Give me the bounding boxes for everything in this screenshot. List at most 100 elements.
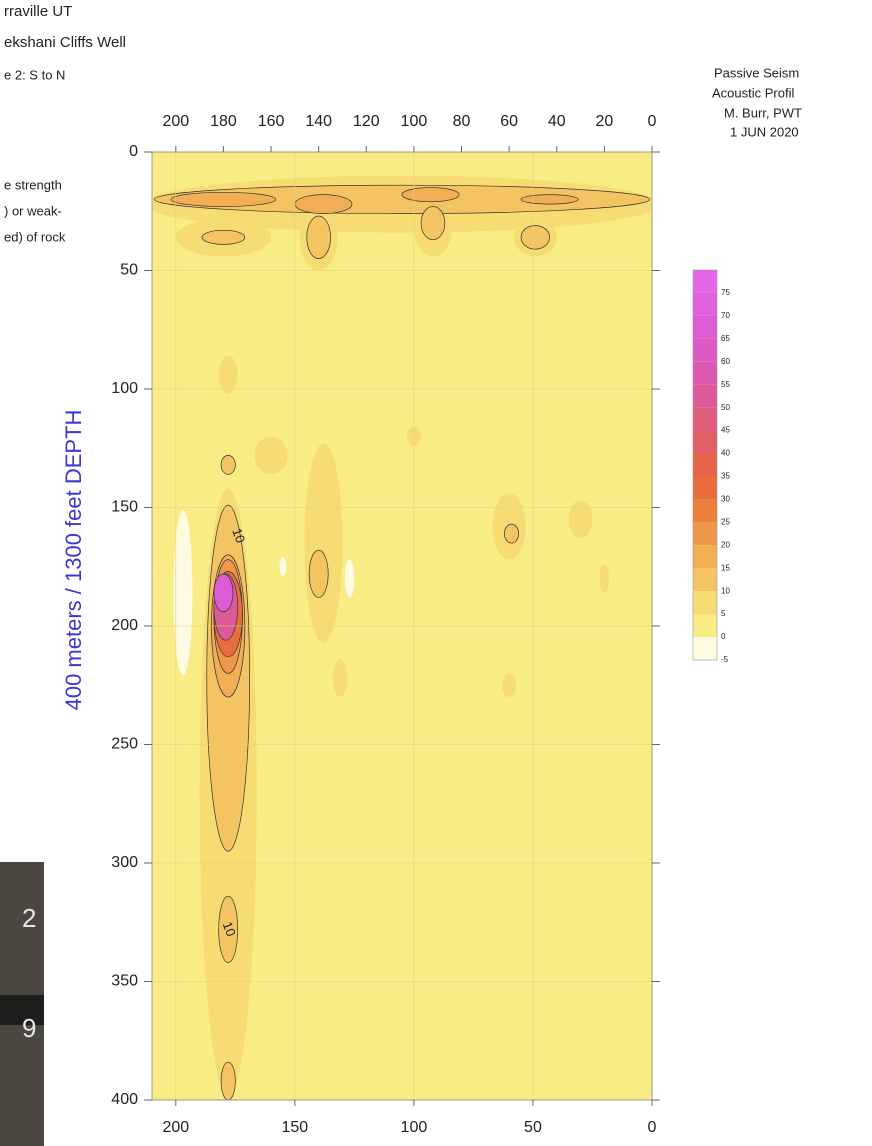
x-tick-label: 200	[162, 1119, 189, 1136]
colorbar-band	[693, 407, 717, 431]
contour-region	[420, 206, 446, 241]
contour-region	[218, 355, 238, 394]
colorbar-label: 10	[721, 586, 730, 595]
header-line: ekshani Cliffs Well	[4, 34, 126, 51]
x-top-tick-label: 100	[401, 113, 428, 130]
x-top-tick-label: 0	[648, 113, 657, 130]
x-top-tick-label: 120	[353, 113, 380, 130]
colorbar-label: 50	[721, 403, 730, 412]
contour-region	[308, 549, 329, 598]
colorbar-band	[693, 338, 717, 362]
x-top-tick-label: 40	[548, 113, 566, 130]
y-tick-label: 100	[111, 380, 138, 397]
contour-label: 10	[229, 526, 248, 545]
y-tick-label: 50	[120, 262, 138, 279]
credits: Passive Seism Acoustic Profil M. Burr, P…	[712, 65, 802, 139]
contour-region	[332, 659, 348, 698]
colorbar-label: 40	[721, 449, 730, 458]
legend-note-line: ed) of rock	[4, 229, 66, 244]
colorbar-band	[693, 591, 717, 615]
contour-region	[504, 523, 520, 544]
contour-region	[599, 564, 610, 593]
colorbar-label: 20	[721, 540, 730, 549]
contour-region	[502, 673, 517, 698]
x-tick-label: 100	[401, 1119, 428, 1136]
header-line: rraville UT	[4, 3, 72, 20]
photo-digit: 9	[22, 1013, 36, 1043]
contour-region	[218, 895, 239, 963]
x-tick-label: 150	[282, 1119, 309, 1136]
x-top-tick-label: 160	[258, 113, 285, 130]
credit-line: 1 JUN 2020	[730, 124, 799, 139]
y-tick-label: 400	[111, 1091, 138, 1108]
photo-strip: 2 9	[0, 862, 44, 1146]
contour-region	[520, 225, 550, 250]
colorbar-label: 30	[721, 495, 730, 504]
x-top-tick-label: 60	[500, 113, 518, 130]
y-tick-label: 150	[111, 499, 138, 516]
contour-region	[254, 436, 288, 475]
colorbar-band	[693, 545, 717, 569]
colorbar-frame	[692, 269, 718, 661]
colorbar-band	[693, 292, 717, 316]
credit-line: Passive Seism	[714, 65, 799, 80]
contour-region	[220, 455, 236, 475]
colorbar-label: 75	[721, 288, 730, 297]
colorbar-label: 70	[721, 311, 730, 320]
contour-region	[154, 184, 650, 214]
contours	[152, 175, 652, 1100]
colorbar-band	[693, 315, 717, 339]
colorbar-label: 65	[721, 334, 730, 343]
legend-note-line: e strength	[4, 177, 62, 192]
credit-line: M. Burr, PWT	[724, 105, 802, 120]
colorbar-band	[693, 430, 717, 454]
y-tick-label: 200	[111, 617, 138, 634]
x-tick-label: 50	[524, 1119, 542, 1136]
colorbar-band	[693, 499, 717, 523]
contour-region	[173, 509, 193, 676]
contour-region	[401, 187, 460, 203]
contour-label: 10	[220, 920, 239, 939]
colorbar-label: 25	[721, 517, 730, 526]
x-tick-label: 0	[648, 1119, 657, 1136]
colorbar-band	[693, 453, 717, 477]
photo-band	[0, 995, 44, 1025]
x-top-tick-label: 20	[595, 113, 613, 130]
contour-region	[304, 443, 343, 643]
header-line: e 2: S to N	[4, 67, 65, 82]
contour-region	[306, 215, 331, 260]
x-top-tick-label: 140	[305, 113, 332, 130]
colorbar-band	[693, 476, 717, 500]
contour-region	[213, 573, 234, 613]
y-tick-label: 350	[111, 973, 138, 990]
contour-region	[201, 229, 246, 245]
contour-region	[568, 500, 593, 539]
x-top-tick-label: 180	[210, 113, 237, 130]
x-top-tick-label: 200	[162, 113, 189, 130]
legend-note-line: ) or weak-	[4, 203, 62, 218]
colorbar-band	[693, 361, 717, 385]
contour-region	[520, 194, 579, 205]
contour-region	[344, 559, 355, 598]
y-tick-label: 0	[129, 143, 138, 160]
colorbar-label: 45	[721, 426, 730, 435]
colorbar-band	[693, 637, 717, 660]
colorbar-label: 5	[721, 609, 726, 618]
contour-region	[294, 194, 353, 214]
contour-region	[279, 557, 287, 577]
x-top-tick-label: 80	[453, 113, 471, 130]
legend-note: e strength ) or weak- ed) of rock	[4, 177, 66, 244]
colorbar-band	[693, 522, 717, 546]
y-tick-label: 250	[111, 736, 138, 753]
colorbar-label: 35	[721, 472, 730, 481]
y-tick-label: 300	[111, 854, 138, 871]
credit-line: Acoustic Profil	[712, 85, 794, 100]
header: rraville UT ekshani Cliffs Well e 2: S t…	[4, 3, 126, 82]
colorbar-band	[693, 614, 717, 638]
colorbar-band	[693, 568, 717, 592]
contour-region	[220, 1061, 236, 1100]
colorbar-band	[693, 270, 717, 293]
colorbar-label: 60	[721, 357, 730, 366]
y-axis-label: 400 meters / 1300 feet DEPTH	[61, 410, 86, 711]
